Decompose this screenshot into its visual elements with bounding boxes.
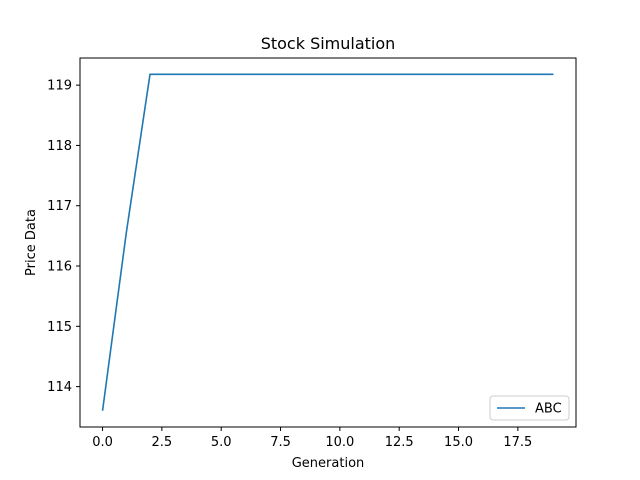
y-tick-label: 115 — [47, 320, 72, 335]
y-tick-label: 116 — [47, 260, 72, 275]
x-tick-label: 12.5 — [385, 435, 414, 450]
y-axis-label: Price Data — [24, 209, 39, 276]
series-line-abc — [101, 73, 554, 411]
x-tick-label: 15.0 — [444, 435, 473, 450]
legend-label-abc: ABC — [535, 402, 562, 417]
x-tick-label: 0.0 — [92, 435, 113, 450]
x-tick-label: 5.0 — [211, 435, 232, 450]
x-tick-label: 2.5 — [152, 435, 173, 450]
x-axis-label: Generation — [292, 456, 365, 471]
chart-title: Stock Simulation — [261, 34, 396, 53]
y-tick-label: 118 — [47, 139, 72, 154]
plot-area: 0.0 2.5 5.0 7.5 10.0 12.5 15.0 17.5 114 115 116 117… — [47, 57, 577, 450]
x-tick-label: 17.5 — [503, 435, 532, 450]
y-tick-label: 114 — [47, 380, 72, 395]
y-tick-label: 117 — [47, 199, 72, 214]
plot-frame — [79, 57, 577, 428]
legend-box — [489, 395, 570, 421]
y-tick-label: 119 — [47, 79, 72, 94]
x-tick-label: 10.0 — [325, 435, 354, 450]
x-tick-label: 7.5 — [270, 435, 291, 450]
legend: ABC — [489, 395, 570, 421]
